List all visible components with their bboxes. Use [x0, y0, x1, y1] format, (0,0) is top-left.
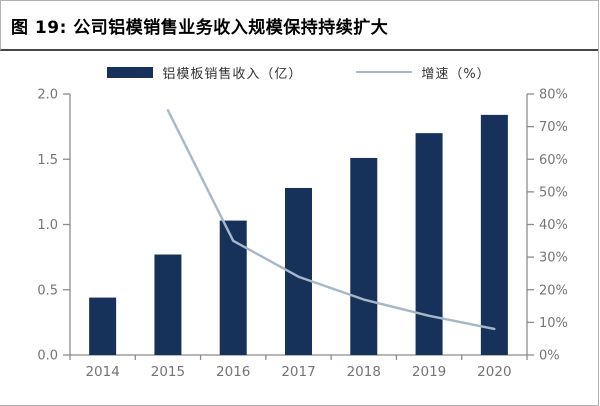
left-axis-tick-label: 1.5 — [37, 153, 58, 168]
right-axis-tick-label: 40% — [539, 218, 568, 233]
legend-item-growth: 增速（%） — [356, 63, 490, 82]
x-axis-label: 2019 — [412, 364, 446, 380]
right-axis-tick-label: 30% — [539, 251, 568, 266]
bar-2015 — [154, 254, 182, 355]
x-axis-label: 2014 — [85, 364, 119, 380]
left-axis-tick-label: 2.0 — [37, 88, 58, 103]
bar-2019 — [415, 133, 443, 355]
right-axis-tick-label: 20% — [539, 283, 568, 298]
bar-2020 — [480, 114, 508, 355]
line-swatch-icon — [356, 71, 413, 73]
bar-2016 — [219, 220, 247, 355]
figure-title: 图 19: 公司铝模销售业务收入规模保持持续扩大 — [11, 17, 389, 38]
bar-2014 — [89, 297, 117, 355]
chart-legend: 铝模板销售收入（亿） 增速（%） — [0, 60, 598, 84]
x-axis-label: 2018 — [347, 364, 381, 380]
right-axis-tick-label: 0% — [539, 349, 560, 364]
x-axis-label: 2016 — [216, 364, 250, 380]
bar-swatch-icon — [107, 66, 154, 78]
right-axis-tick-label: 70% — [539, 120, 568, 135]
right-axis-tick-label: 60% — [539, 153, 568, 168]
legend-label-revenue: 铝模板销售收入（亿） — [162, 66, 303, 82]
left-axis-tick-label: 0.0 — [37, 349, 58, 364]
x-axis-label: 2017 — [281, 364, 315, 380]
legend-label-growth: 增速（%） — [421, 66, 491, 82]
figure-title-row: 图 19: 公司铝模销售业务收入规模保持持续扩大 — [0, 1, 598, 51]
growth-line — [166, 109, 496, 331]
left-axis-tick-label: 1.0 — [37, 218, 58, 233]
legend-item-revenue: 铝模板销售收入（亿） — [107, 63, 302, 82]
right-axis-tick-label: 50% — [539, 185, 568, 200]
right-axis-tick-label: 80% — [539, 88, 568, 103]
x-axis-label: 2020 — [477, 364, 511, 380]
right-axis-tick-label: 10% — [539, 316, 568, 331]
bar-2018 — [350, 157, 378, 355]
left-axis-tick-label: 0.5 — [37, 283, 58, 298]
chart-plot: 0.0 0.5 1.0 1.5 2.0 0% 10% 20% 30% 40% 50% 60% 70% 80… — [37, 88, 568, 381]
x-axis-label: 2015 — [151, 364, 185, 380]
